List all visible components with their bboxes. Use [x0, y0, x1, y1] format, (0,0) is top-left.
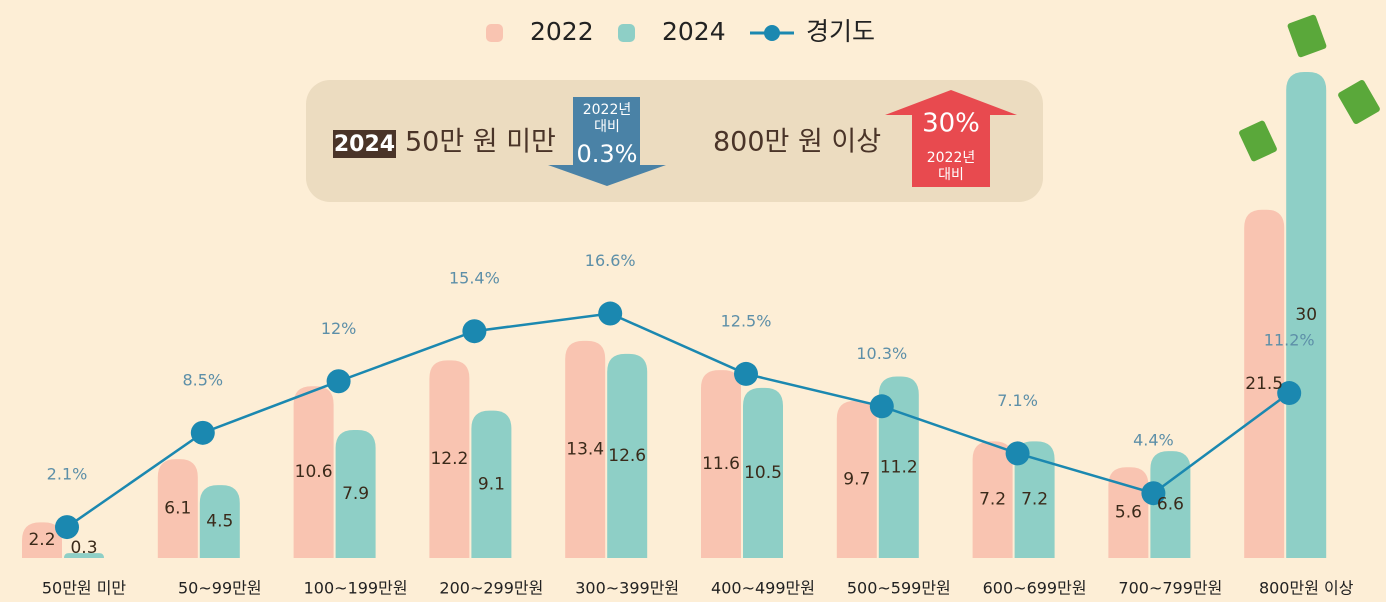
arrow-shape	[548, 97, 666, 186]
down-arrow	[548, 97, 666, 186]
line-value-label: 12%	[321, 319, 357, 338]
line-marker	[1141, 481, 1166, 506]
line-value-label: 4.4%	[1133, 431, 1174, 450]
bar	[565, 340, 606, 558]
bar	[64, 553, 104, 558]
bar-value-label: 7.9	[342, 484, 369, 504]
bar-value-label: 9.7	[843, 469, 870, 489]
legend-marker	[618, 24, 635, 42]
x-tick-label: 300~399만원	[575, 579, 679, 598]
bar-value-label: 4.5	[206, 512, 233, 532]
bar	[429, 360, 470, 558]
bar	[22, 522, 62, 558]
callout-box	[306, 80, 1043, 202]
bar-value-label: 10.6	[295, 462, 333, 482]
bar-value-label: 5.6	[1115, 503, 1142, 523]
bar-value-label: 11.6	[702, 454, 740, 474]
line-marker	[1005, 441, 1030, 466]
bar-value-label: 12.2	[430, 449, 468, 469]
legend-label: 경기도	[806, 17, 875, 46]
bar	[701, 370, 741, 558]
legend-marker	[486, 24, 503, 42]
x-tick-label: 100~199만원	[304, 579, 408, 598]
x-tick-label: 400~499만원	[711, 579, 815, 598]
line-value-label: 10.3%	[856, 344, 907, 363]
bar-value-label: 6.1	[164, 499, 191, 519]
line-marker	[55, 515, 79, 540]
line-value-label: 7.1%	[997, 391, 1038, 410]
line-marker	[869, 394, 894, 419]
bar-value-label: 7.2	[979, 490, 1006, 510]
x-tick-label: 700~799만원	[1118, 579, 1222, 598]
legend-marker	[764, 25, 780, 41]
callout-text: 800만 원 이상	[713, 127, 881, 158]
bar-value-label: 21.5	[1245, 374, 1283, 394]
x-tick-label: 50~99만원	[178, 579, 262, 598]
arrow-value: 30%	[922, 109, 980, 139]
line-marker	[190, 420, 215, 445]
bar	[972, 441, 1013, 558]
bar-value-label: 6.6	[1157, 495, 1184, 515]
bar	[335, 430, 376, 558]
callout-text: 50만 원 미만	[405, 127, 556, 158]
bar-value-label: 0.3	[70, 538, 97, 558]
line-value-label: 12.5%	[721, 311, 772, 330]
bar	[878, 376, 919, 558]
line	[66, 312, 1290, 529]
legend-label: 2024	[662, 17, 726, 46]
bar	[199, 485, 240, 558]
arrow-text: 대비	[938, 167, 964, 183]
line-value-label: 2.1%	[47, 465, 88, 484]
x-tick-label: 200~299만원	[439, 579, 543, 598]
bar-value-label: 30	[1295, 305, 1317, 325]
x-tick-label: 50만원 미만	[42, 579, 127, 598]
x-tick-label: 500~599만원	[847, 579, 951, 598]
x-tick-label: 600~699만원	[983, 579, 1087, 598]
x-tick-label: 800만원 이상	[1259, 579, 1354, 598]
bar	[157, 459, 198, 558]
bar	[1286, 72, 1327, 558]
arrow-text: 대비	[594, 119, 620, 135]
bar	[607, 353, 648, 558]
line-marker	[1277, 381, 1302, 406]
line-marker	[326, 369, 351, 394]
bar	[471, 410, 512, 558]
line-value-label: 11.2%	[1264, 331, 1315, 350]
bar-value-label: 11.2	[880, 457, 918, 477]
line-marker	[462, 319, 487, 344]
bar-value-label: 13.4	[566, 439, 604, 459]
bar	[836, 400, 877, 558]
bar-value-label: 9.1	[478, 474, 505, 494]
bar-value-label: 2.2	[28, 530, 55, 550]
line-value-label: 16.6%	[585, 251, 636, 270]
bar	[1244, 209, 1285, 558]
bar-value-label: 12.6	[608, 446, 646, 466]
badge-text: 2024	[334, 132, 395, 157]
badge	[333, 130, 396, 158]
money-icon	[1239, 14, 1380, 162]
line-value-label: 8.5%	[182, 370, 223, 389]
bar	[1014, 441, 1055, 558]
bar	[743, 387, 783, 558]
line-marker	[734, 361, 758, 386]
arrow-text: 2022년	[927, 150, 976, 166]
bar	[1150, 451, 1191, 558]
arrow-shape	[885, 90, 1017, 187]
legend-label: 2022	[530, 17, 594, 46]
bar-value-label: 7.2	[1021, 490, 1048, 510]
arrow-text: 2022년	[583, 102, 632, 118]
arrow-value: 0.3%	[577, 140, 638, 168]
bar-value-label: 10.5	[744, 463, 782, 483]
line-marker	[598, 301, 623, 326]
line-value-label: 15.4%	[449, 269, 500, 288]
bar	[293, 386, 334, 558]
